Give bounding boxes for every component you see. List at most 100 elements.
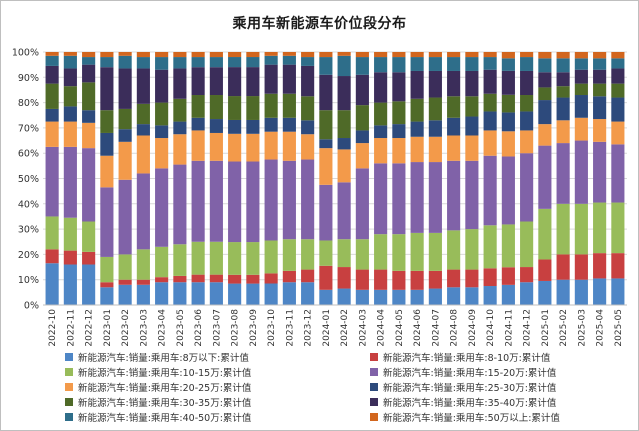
- legend-item: 新能源汽车:销量:乘用车:50万以上:累计值: [370, 410, 625, 424]
- bar-segment: [173, 57, 187, 69]
- bar-segment: [155, 69, 169, 103]
- bar-segment: [538, 145, 552, 209]
- legend-item: 新能源汽车:销量:乘用车:10-15万:累计值: [65, 365, 370, 379]
- bar-segment: [45, 216, 59, 250]
- bar-segment: [501, 284, 515, 305]
- bar-segment: [611, 58, 625, 69]
- bar-segment: [428, 70, 442, 98]
- bar-segment: [118, 179, 132, 255]
- legend-label: 新能源汽车:销量:乘用车:35-40万:累计值: [383, 397, 557, 409]
- legend-swatch: [65, 382, 73, 391]
- bar-segment: [155, 125, 169, 139]
- bar-segment: [82, 221, 96, 252]
- bar-segment: [155, 282, 169, 305]
- bar-segment: [100, 256, 114, 283]
- bar-segment: [593, 253, 607, 279]
- bar-segment: [447, 269, 461, 288]
- bar-segment: [538, 58, 552, 73]
- bar-segment: [82, 82, 96, 111]
- bar-segment: [63, 52, 77, 56]
- bar-segment: [574, 83, 588, 96]
- bar-segment: [63, 264, 77, 305]
- bar-segment: [593, 69, 607, 84]
- legend-item: 新能源汽车:销量:乘用车:25-30万:累计值: [370, 380, 625, 394]
- x-tick-label: 2022-11: [66, 309, 76, 347]
- bar-segment: [374, 138, 388, 164]
- bar-segment: [520, 130, 534, 154]
- bar-segment: [301, 52, 315, 58]
- bar-segment: [410, 270, 424, 290]
- bar-segment: [428, 52, 442, 58]
- bar-segment: [410, 289, 424, 305]
- x-tick-label: 2025-03: [577, 309, 587, 347]
- x-tick-label: 2024-05: [395, 309, 405, 347]
- bar-segment: [538, 87, 552, 101]
- bar-segment: [282, 64, 296, 94]
- bar-segment: [319, 265, 333, 290]
- bar-segment: [483, 130, 497, 156]
- x-tick-label: 2023-01: [103, 309, 113, 347]
- bar-segment: [82, 52, 96, 58]
- bar-segment: [593, 278, 607, 305]
- bar-segment: [337, 76, 351, 111]
- bar-segment: [465, 135, 479, 161]
- x-tick-label: 2024-06: [413, 309, 423, 347]
- x-tick-label: 2023-02: [121, 309, 131, 347]
- bar-segment: [392, 289, 406, 305]
- bar-segment: [410, 232, 424, 271]
- bar-segment: [63, 106, 77, 122]
- bar-segment: [593, 141, 607, 203]
- bar-segment: [45, 249, 59, 264]
- bar-segment: [520, 95, 534, 112]
- x-tick-label: 2024-04: [377, 309, 387, 347]
- bar-segment: [282, 282, 296, 305]
- bar-segment: [209, 241, 223, 275]
- bar-segment: [447, 52, 461, 58]
- bar-segment: [173, 244, 187, 276]
- x-tick-label: 2024-01: [322, 309, 332, 347]
- bar-segment: [556, 58, 570, 73]
- bar-segment: [319, 240, 333, 266]
- x-tick-label: 2023-08: [231, 309, 241, 347]
- bar-segment: [447, 230, 461, 270]
- bar-segment: [319, 139, 333, 149]
- bar-segment: [410, 98, 424, 122]
- y-tick-label: 90%: [18, 73, 39, 84]
- bar-segment: [501, 70, 515, 95]
- legend-swatch: [65, 367, 73, 376]
- bar-segment: [538, 280, 552, 305]
- bar-segment: [173, 282, 187, 305]
- bar-segment: [520, 282, 534, 305]
- bar-segment: [136, 103, 150, 125]
- x-tick-label: 2024-10: [486, 309, 496, 347]
- bar-segment: [136, 249, 150, 280]
- bar-segment: [209, 95, 223, 120]
- bar-segment: [520, 111, 534, 131]
- bar-segment: [611, 121, 625, 145]
- bar-segment: [264, 64, 278, 94]
- bar-segment: [45, 263, 59, 305]
- bar-segment: [465, 160, 479, 230]
- bar-segment: [574, 140, 588, 204]
- legend-swatch: [370, 382, 378, 391]
- bar-segment: [319, 57, 333, 75]
- bar-segment: [520, 52, 534, 58]
- bar-segment: [228, 283, 242, 305]
- chart-title: 乘用车新能源车价位段分布: [232, 16, 407, 32]
- bar-segment: [483, 69, 497, 94]
- bar-segment: [100, 282, 114, 288]
- bar-segment: [428, 57, 442, 71]
- bar-segment: [301, 269, 315, 283]
- bar-segment: [556, 120, 570, 144]
- bar-segment: [45, 108, 59, 122]
- x-tick-label: 2023-06: [194, 309, 204, 347]
- bar-segment: [611, 253, 625, 279]
- bar-segment: [136, 57, 150, 69]
- x-tick-label: 2024-12: [523, 309, 533, 347]
- legend-label: 新能源汽车:销量:乘用车:15-20万:累计值: [383, 367, 557, 379]
- bar-segment: [82, 110, 96, 123]
- bar-segment: [191, 52, 205, 58]
- bar-segment: [574, 52, 588, 59]
- bar-segment: [173, 275, 187, 283]
- bar-segment: [136, 124, 150, 136]
